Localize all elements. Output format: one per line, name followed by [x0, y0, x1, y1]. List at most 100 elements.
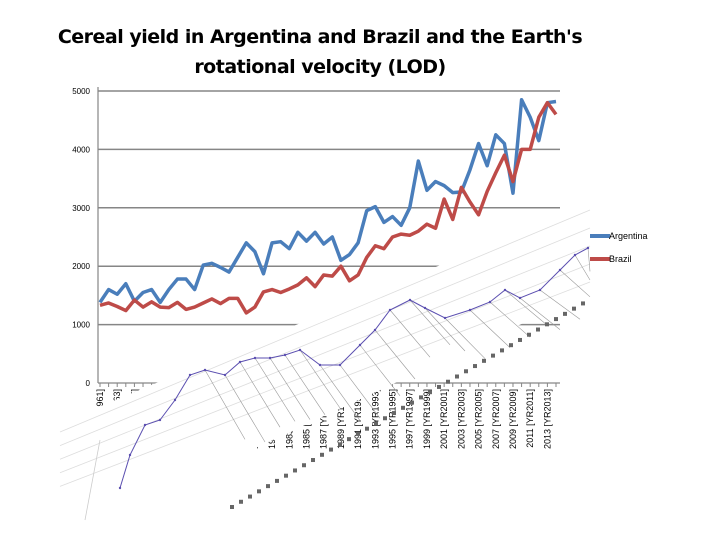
- lod-point: [443, 316, 447, 320]
- lod-dropline: [469, 309, 511, 348]
- lod-image-background: [55, 203, 590, 537]
- lod-dropline: [587, 247, 591, 272]
- lod-axis-marker: [428, 390, 432, 395]
- lod-dropline: [389, 309, 431, 358]
- y-tick-label: 0: [86, 379, 91, 388]
- lod-dropline: [254, 357, 296, 422]
- lod-dropline: [299, 349, 341, 409]
- y-tick-label: 5000: [72, 87, 90, 96]
- x-tick-label: 1997 [YR1997]: [405, 389, 415, 449]
- lod-point: [143, 423, 147, 427]
- lod-axis-marker: [554, 317, 558, 322]
- lod-gridline: [59, 227, 591, 446]
- x-tick-label: 2013 [YR2013]: [542, 389, 552, 449]
- lod-axis-marker: [392, 411, 396, 416]
- lod-point: [518, 296, 522, 300]
- chart-title: Cereal yield in Argentina and Brazil and…: [57, 26, 583, 78]
- lod-axis-marker: [410, 400, 414, 405]
- y-tick-label: 2000: [72, 262, 90, 271]
- lod-axis-marker: [293, 468, 297, 473]
- lod-dropline: [319, 364, 361, 421]
- y-tick-label: 3000: [72, 204, 90, 213]
- legend-label: Brazil: [609, 254, 632, 264]
- lod-dropline: [239, 361, 281, 428]
- lod-point: [586, 246, 590, 250]
- lod-axis-marker: [455, 374, 459, 379]
- lod-axis-marker: [446, 379, 450, 384]
- lod-axis-marker: [473, 364, 477, 369]
- x-tick-label: 1987 [YR1987]: [319, 389, 329, 449]
- lod-axis-marker: [383, 416, 387, 421]
- lod-dropline: [559, 269, 591, 298]
- x-tick-label: 2011 [YR2011]: [525, 389, 535, 448]
- lod-point: [223, 373, 227, 377]
- lod-point: [503, 288, 507, 292]
- lod-dropline: [574, 254, 591, 281]
- lod-chart-image: [55, 203, 591, 537]
- lod-point: [238, 360, 242, 364]
- x-tick-label: 1989 [YR1989]: [336, 389, 346, 449]
- lod-point: [358, 343, 362, 347]
- lod-axis-marker: [482, 358, 486, 363]
- lod-axis-marker: [509, 343, 513, 348]
- lod-gridline: [59, 281, 591, 487]
- x-tick-label: 2005 [YR2005]: [474, 389, 484, 449]
- lod-axis-marker: [419, 395, 423, 400]
- lod-axis-marker: [248, 494, 252, 499]
- lod-point: [373, 328, 377, 332]
- lod-dropline: [444, 317, 486, 359]
- lod-axis-marker: [401, 405, 405, 410]
- lod-point: [468, 308, 472, 312]
- lod-gridline: [59, 209, 591, 433]
- lod-axis-marker: [365, 426, 369, 431]
- lod-dropline: [339, 364, 381, 419]
- x-tick-label: 2009 [YR2009]: [508, 389, 518, 449]
- lod-axis-marker: [518, 337, 522, 342]
- lod-point: [158, 418, 162, 422]
- x-tick-label: 2001 [YR2001]: [439, 389, 449, 449]
- series-line-argentina: [98, 98, 557, 305]
- lod-point: [268, 356, 272, 360]
- lod-point: [338, 363, 342, 367]
- lod-axis-marker: [581, 301, 585, 306]
- lod-point: [538, 288, 542, 292]
- lod-point: [283, 353, 287, 357]
- lod-axis-marker: [329, 447, 333, 452]
- lod-axis-marker: [311, 458, 315, 463]
- lod-dropline: [489, 301, 531, 338]
- lod-point: [573, 253, 577, 257]
- lod-dropline: [519, 297, 561, 330]
- lod-axis-marker: [500, 348, 504, 353]
- lod-point: [118, 486, 122, 490]
- lod-point: [318, 363, 322, 367]
- lod-axis-marker: [347, 437, 351, 442]
- lod-axis-marker: [230, 505, 234, 509]
- lod-point: [128, 453, 132, 457]
- lod-point: [173, 398, 177, 402]
- lod-point: [298, 348, 302, 352]
- lod-dropline: [269, 357, 311, 420]
- lod-axis-marker: [464, 369, 468, 374]
- lod-axis-marker: [545, 322, 549, 327]
- lod-axis-marker: [356, 431, 360, 436]
- lod-axis-marker: [563, 311, 567, 316]
- x-tick-label: 2003 [YR2003]: [456, 389, 466, 449]
- lod-axis-marker: [275, 478, 279, 483]
- lod-point: [423, 306, 427, 310]
- lod-dropline: [409, 299, 451, 345]
- lod-dropline: [359, 344, 401, 396]
- lod-axis-marker: [338, 442, 342, 447]
- lod-dropline: [284, 354, 326, 415]
- lod-axis-marker: [284, 473, 288, 478]
- lod-y-axis: [84, 439, 101, 521]
- lod-point: [558, 268, 562, 272]
- legend-label: Argentina: [609, 231, 648, 241]
- lod-axis-marker: [374, 421, 378, 426]
- x-tick-label: 1999 [YR1999]: [422, 389, 432, 449]
- x-tick-label: 1995 [YR1995]: [388, 389, 398, 449]
- lod-axis-marker: [437, 384, 441, 389]
- x-tick-label: 2007 [YR2007]: [491, 389, 501, 449]
- lod-dropline: [224, 374, 266, 443]
- lod-axis-marker: [257, 489, 261, 494]
